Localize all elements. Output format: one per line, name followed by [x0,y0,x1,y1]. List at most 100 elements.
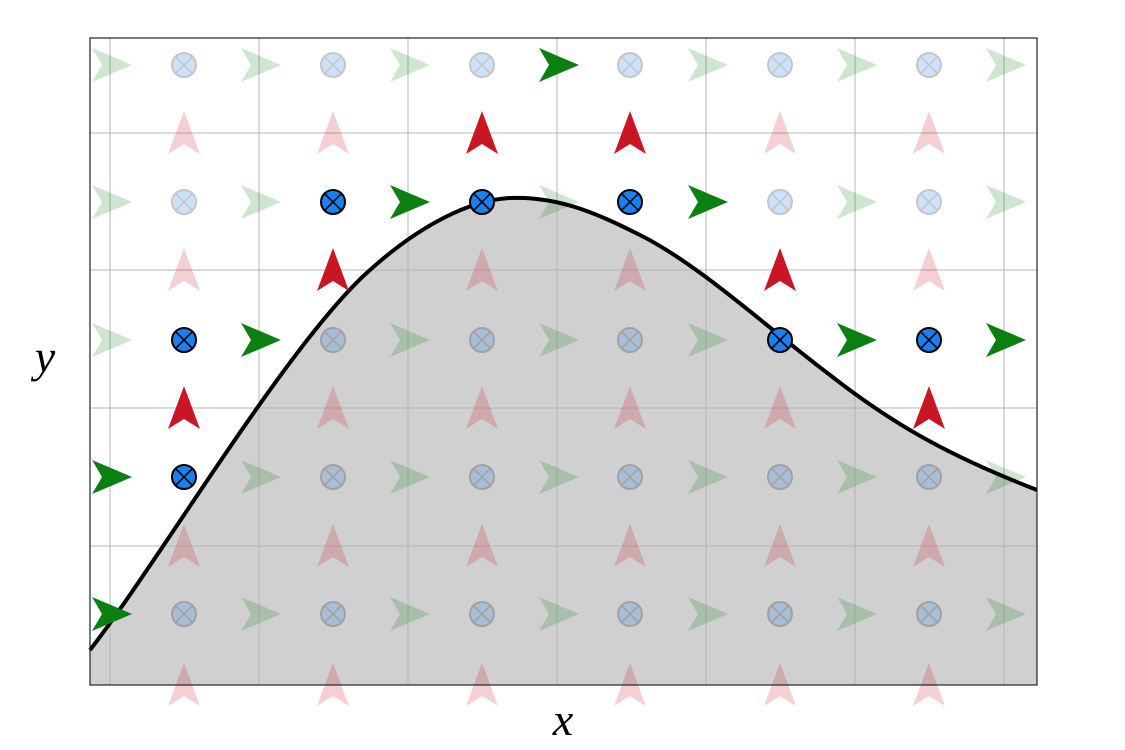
circle-cross [324,468,342,486]
circle-cross [175,605,193,623]
green-arrow [390,185,430,219]
circle-cross [473,605,491,623]
green-arrow [688,48,728,82]
shaded-region [90,197,1037,685]
green-arrow [241,185,281,219]
circle-body [916,464,942,490]
field-circle [320,464,346,490]
circle-body [617,327,643,353]
circle-cross [175,193,193,211]
circle-body [767,464,793,490]
circle-cross [175,331,193,349]
field-circle [767,464,793,490]
field-circle [617,189,643,215]
green-arrow [390,460,430,494]
green-arrow [539,460,579,494]
green-arrow [539,323,579,357]
field-circle [469,189,495,215]
field-circle [767,327,793,353]
field-circle [469,601,495,627]
green-arrow [986,323,1026,357]
field-circle [916,52,942,78]
circle-cross [920,56,938,74]
circle-body [469,464,495,490]
red-arrow [764,248,796,291]
field-circle [320,327,346,353]
green-arrow [539,597,579,631]
field-circle [916,327,942,353]
field-circle [767,601,793,627]
circle-cross [621,605,639,623]
green-arrow [986,48,1026,82]
circle-cross [771,56,789,74]
frame [89,37,1038,686]
circle-cross [324,193,342,211]
field-circle [916,464,942,490]
circle-body [617,464,643,490]
circle-cross [621,56,639,74]
active-markers [92,48,1026,631]
circle-cross [920,193,938,211]
red-arrow [317,248,349,291]
circle-body [767,601,793,627]
field-circle [320,601,346,627]
red-arrow [913,111,945,154]
green-arrow [92,597,132,631]
red-arrow [614,386,646,429]
red-arrow [317,524,349,567]
circle-body [171,52,197,78]
circle-cross [473,56,491,74]
red-arrow [764,524,796,567]
circle-body [767,189,793,215]
circle-cross [473,193,491,211]
circle-cross [175,193,193,211]
field-circle [469,327,495,353]
circle-cross [771,193,789,211]
circle-cross [175,56,193,74]
circle-body [469,601,495,627]
green-arrow [92,323,132,357]
circle-cross [920,468,938,486]
green-arrow [92,48,132,82]
circle-body [617,601,643,627]
circle-cross [473,605,491,623]
circle-cross [324,605,342,623]
field-circle [171,327,197,353]
field-circle [617,464,643,490]
green-arrow [837,185,877,219]
circle-cross [621,331,639,349]
green-arrow [241,597,281,631]
circle-cross [175,468,193,486]
circle-cross [771,56,789,74]
circle-cross [920,468,938,486]
red-arrow [913,524,945,567]
circle-cross [771,331,789,349]
circle-cross [771,605,789,623]
field-circle [320,52,346,78]
circle-cross [473,331,491,349]
green-arrow [92,460,132,494]
circle-cross [175,56,193,74]
green-arrow [688,597,728,631]
green-arrow [688,323,728,357]
red-arrow [466,524,498,567]
red-arrow [913,386,945,429]
field-circle [767,189,793,215]
circle-cross [920,56,938,74]
red-arrow [614,524,646,567]
green-arrow [539,48,579,82]
circle-body [320,464,346,490]
circle-cross [621,193,639,211]
circle-cross [324,56,342,74]
red-arrow [466,111,498,154]
field-circle [469,464,495,490]
green-arrow [986,597,1026,631]
circle-cross [621,331,639,349]
field-circle [171,464,197,490]
circle-cross [920,193,938,211]
circle-cross [621,56,639,74]
green-arrow [837,460,877,494]
circle-body [469,327,495,353]
green-arrow [837,323,877,357]
